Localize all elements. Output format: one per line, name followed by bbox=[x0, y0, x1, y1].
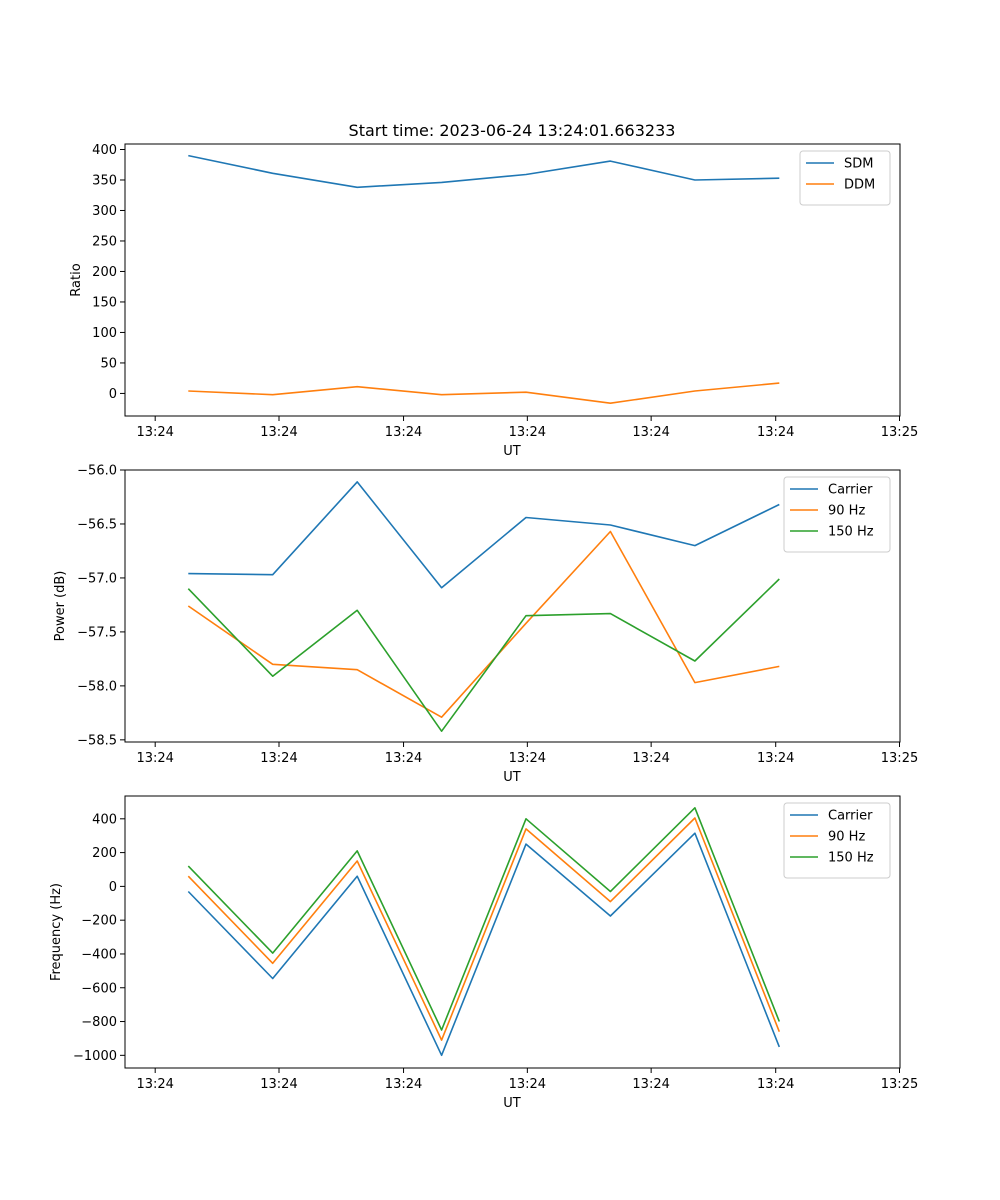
y-tick-label: 100 bbox=[92, 326, 117, 341]
chart-panel-1: 13:24 13:24 13:24 13:24 13:24 13:24 13:25 0 50 10… bbox=[69, 143, 918, 459]
y-tick-label: 200 bbox=[92, 846, 117, 861]
series-line-sdm bbox=[188, 154, 780, 189]
x-tick-label: 13:24 bbox=[632, 751, 669, 766]
y-tick-label: −57.5 bbox=[77, 625, 117, 640]
legend-label: Carrier bbox=[828, 809, 873, 824]
legend-label: SDM bbox=[844, 157, 873, 172]
y-tick-label: −56.5 bbox=[77, 517, 117, 532]
x-tick-label: 13:24 bbox=[136, 425, 173, 440]
x-axis-label: UT bbox=[503, 444, 521, 459]
series-line-carrier bbox=[188, 481, 780, 589]
y-tick-label: 50 bbox=[100, 356, 117, 371]
legend-label: Carrier bbox=[828, 483, 873, 498]
legend-box bbox=[783, 476, 891, 553]
legend-box bbox=[799, 150, 891, 206]
series-line-90-hz bbox=[187, 530, 780, 719]
x-tick-label: 13:24 bbox=[385, 1077, 422, 1092]
x-tick-label: 13:24 bbox=[136, 751, 173, 766]
y-axis-label: Power (dB) bbox=[53, 571, 68, 642]
x-tick-label: 13:24 bbox=[136, 1077, 173, 1092]
axes-frame bbox=[124, 143, 901, 417]
x-tick-label: 13:24 bbox=[632, 425, 669, 440]
y-tick-label: 250 bbox=[92, 234, 117, 249]
y-tick-label: 400 bbox=[92, 143, 117, 158]
legend-label: DDM bbox=[844, 178, 875, 193]
x-tick-label: 13:24 bbox=[385, 751, 422, 766]
series-line-150-hz bbox=[187, 806, 781, 1031]
axes-frame bbox=[124, 469, 901, 743]
x-tick-label: 13:24 bbox=[385, 425, 422, 440]
y-tick-label: −56.0 bbox=[77, 464, 117, 479]
y-tick-label: 150 bbox=[92, 295, 117, 310]
x-tick-label: 13:25 bbox=[881, 425, 918, 440]
series-line-150-hz bbox=[187, 578, 780, 733]
y-tick-label: −800 bbox=[81, 1015, 117, 1030]
y-tick-label: 0 bbox=[109, 387, 117, 402]
y-tick-label: 400 bbox=[92, 812, 117, 827]
x-tick-label: 13:24 bbox=[757, 1077, 794, 1092]
x-tick-label: 13:25 bbox=[881, 1077, 918, 1092]
figure-title: Start time: 2023-06-24 13:24:01.663233 bbox=[349, 121, 676, 140]
x-tick-label: 13:24 bbox=[757, 425, 794, 440]
y-tick-label: −1000 bbox=[73, 1049, 117, 1064]
x-tick-label: 13:24 bbox=[632, 1077, 669, 1092]
legend-label: 90 Hz bbox=[828, 830, 865, 845]
x-axis-label: UT bbox=[503, 1096, 521, 1111]
y-tick-label: −58.0 bbox=[77, 679, 117, 694]
y-axis-label: Ratio bbox=[69, 263, 84, 296]
x-tick-label: 13:24 bbox=[260, 425, 297, 440]
y-tick-label: 350 bbox=[92, 173, 117, 188]
x-tick-label: 13:24 bbox=[757, 751, 794, 766]
y-tick-label: −400 bbox=[81, 947, 117, 962]
chart-panel-2: 13:24 13:24 13:24 13:24 13:24 13:24 13:25 −56.0… bbox=[53, 464, 918, 786]
legend-label: 90 Hz bbox=[828, 504, 865, 519]
series-line-ddm bbox=[188, 382, 780, 405]
y-tick-label: −57.0 bbox=[77, 571, 117, 586]
series-line-90-hz bbox=[187, 817, 781, 1041]
legend: SDM DDM bbox=[799, 150, 891, 206]
y-tick-label: 300 bbox=[92, 204, 117, 219]
y-tick-label: −200 bbox=[81, 914, 117, 929]
chart-panel-3: 13:24 13:24 13:24 13:24 13:24 13:24 13:25 400 20… bbox=[49, 795, 918, 1111]
x-tick-label: 13:24 bbox=[260, 751, 297, 766]
x-axis-label: UT bbox=[503, 770, 521, 785]
x-tick-label: 13:24 bbox=[260, 1077, 297, 1092]
x-tick-label: 13:24 bbox=[509, 425, 546, 440]
x-tick-label: 13:24 bbox=[509, 1077, 546, 1092]
legend-box bbox=[783, 802, 891, 879]
legend-label: 150 Hz bbox=[828, 851, 874, 866]
series-line-carrier bbox=[187, 832, 781, 1057]
x-tick-label: 13:24 bbox=[509, 751, 546, 766]
legend: Carrier 90 Hz 150 Hz bbox=[783, 802, 891, 879]
axes-frame bbox=[124, 795, 901, 1069]
y-tick-label: 0 bbox=[109, 880, 117, 895]
y-axis-label: Frequency (Hz) bbox=[49, 883, 64, 981]
y-tick-label: −58.5 bbox=[77, 733, 117, 748]
legend-label: 150 Hz bbox=[828, 525, 874, 540]
x-tick-label: 13:25 bbox=[881, 751, 918, 766]
y-tick-label: −600 bbox=[81, 981, 117, 996]
y-tick-label: 200 bbox=[92, 265, 117, 280]
legend: Carrier 90 Hz 150 Hz bbox=[783, 476, 891, 553]
